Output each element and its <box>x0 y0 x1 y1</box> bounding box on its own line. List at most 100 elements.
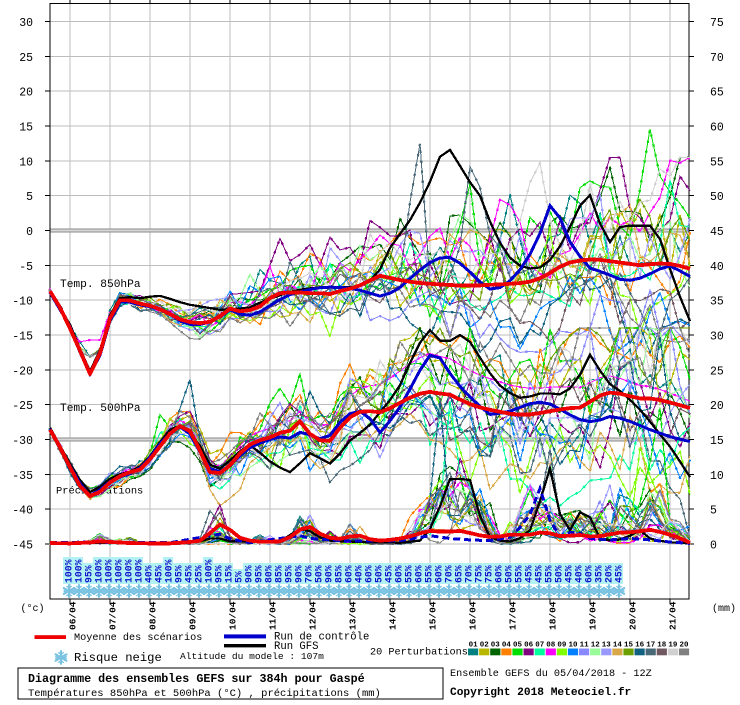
svg-text:40: 40 <box>710 261 724 274</box>
svg-text:-30: -30 <box>12 435 33 448</box>
svg-text:-25: -25 <box>12 400 33 413</box>
svg-text:-45: -45 <box>12 539 33 552</box>
svg-text:85%: 85% <box>274 565 285 583</box>
svg-text:-5: -5 <box>19 261 33 274</box>
svg-text:Altitude du modele : 107m: Altitude du modele : 107m <box>180 651 324 662</box>
svg-text:03: 03 <box>491 642 501 650</box>
svg-text:35: 35 <box>710 296 724 309</box>
svg-text:50%: 50% <box>504 565 515 583</box>
svg-text:14/04: 14/04 <box>388 601 399 630</box>
svg-text:(°c): (°c) <box>21 603 45 615</box>
svg-text:Temp. 850hPa: Temp. 850hPa <box>60 279 141 291</box>
svg-text:15/04: 15/04 <box>428 601 439 630</box>
svg-text:20%: 20% <box>604 565 615 583</box>
svg-text:30: 30 <box>19 17 33 30</box>
svg-text:75%: 75% <box>474 565 485 583</box>
svg-text:-35: -35 <box>12 470 33 483</box>
svg-text:95%: 95% <box>254 565 265 583</box>
svg-text:40%: 40% <box>574 565 585 583</box>
svg-text:95%: 95% <box>84 565 95 583</box>
svg-text:16/04: 16/04 <box>468 601 479 630</box>
svg-text:02: 02 <box>480 642 490 650</box>
svg-text:06: 06 <box>524 642 534 650</box>
svg-text:20: 20 <box>19 87 33 100</box>
svg-text:95%: 95% <box>284 565 295 583</box>
svg-text:-10: -10 <box>12 296 33 309</box>
svg-text:15: 15 <box>710 435 724 448</box>
svg-text:25: 25 <box>710 365 724 378</box>
svg-text:50%: 50% <box>314 565 325 583</box>
svg-text:20/04: 20/04 <box>628 601 639 630</box>
svg-text:45%: 45% <box>534 565 545 583</box>
svg-text:06/04: 06/04 <box>68 601 79 630</box>
svg-text:07: 07 <box>535 642 544 650</box>
svg-text:70%: 70% <box>444 565 455 583</box>
svg-text:75%: 75% <box>484 565 495 583</box>
svg-text:100%: 100% <box>114 559 125 583</box>
svg-text:5: 5 <box>710 505 717 518</box>
svg-text:Températures 850hPa et 500hPa: Températures 850hPa et 500hPa (°C) , pré… <box>28 688 381 700</box>
svg-text:(mm): (mm) <box>712 603 736 615</box>
svg-text:15%: 15% <box>224 565 235 583</box>
svg-text:25: 25 <box>19 52 33 65</box>
svg-text:21/04: 21/04 <box>668 601 679 630</box>
svg-text:20: 20 <box>679 642 689 650</box>
svg-text:75: 75 <box>710 17 724 30</box>
svg-text:5%: 5% <box>234 571 245 583</box>
svg-text:65%: 65% <box>454 565 465 583</box>
svg-text:55%: 55% <box>424 565 435 583</box>
svg-text:100%: 100% <box>134 559 145 583</box>
svg-text:15: 15 <box>624 642 634 650</box>
svg-text:13: 13 <box>602 642 612 650</box>
svg-text:85%: 85% <box>334 565 345 583</box>
svg-text:Copyright 2018 Meteociel.fr: Copyright 2018 Meteociel.fr <box>450 687 631 699</box>
svg-text:50: 50 <box>710 191 724 204</box>
svg-text:35%: 35% <box>594 565 605 583</box>
svg-text:04: 04 <box>502 642 512 650</box>
svg-text:Run GFS: Run GFS <box>274 641 319 653</box>
svg-text:50%: 50% <box>374 565 385 583</box>
svg-text:45%: 45% <box>384 565 395 583</box>
svg-text:100%: 100% <box>164 559 175 583</box>
svg-text:0: 0 <box>710 539 717 552</box>
svg-text:45%: 45% <box>524 565 535 583</box>
svg-text:70%: 70% <box>304 565 315 583</box>
svg-text:30: 30 <box>710 331 724 344</box>
svg-text:18: 18 <box>657 642 667 650</box>
svg-text:10: 10 <box>568 642 578 650</box>
svg-text:01: 01 <box>469 642 479 650</box>
svg-text:45%: 45% <box>564 565 575 583</box>
svg-text:100%: 100% <box>124 559 135 583</box>
svg-text:13/04: 13/04 <box>348 601 359 630</box>
svg-text:65: 65 <box>710 87 724 100</box>
svg-text:25%: 25% <box>194 565 205 583</box>
svg-text:45%: 45% <box>154 565 165 583</box>
svg-text:11: 11 <box>580 642 590 650</box>
svg-text:10: 10 <box>710 470 724 483</box>
svg-text:70%: 70% <box>464 565 475 583</box>
svg-text:70: 70 <box>710 52 724 65</box>
svg-text:55%: 55% <box>544 565 555 583</box>
svg-text:60%: 60% <box>394 565 405 583</box>
svg-text:19/04: 19/04 <box>588 601 599 630</box>
svg-text:10/04: 10/04 <box>228 601 239 630</box>
svg-text:5: 5 <box>26 191 33 204</box>
svg-text:80%: 80% <box>264 565 275 583</box>
svg-text:50%: 50% <box>554 565 565 583</box>
svg-text:Ensemble GEFS du 05/04/2018 -: Ensemble GEFS du 05/04/2018 - 12Z <box>450 668 652 680</box>
svg-text:Diagramme des ensembles GEFS s: Diagramme des ensembles GEFS sur 384h po… <box>28 672 365 686</box>
svg-text:17: 17 <box>646 642 655 650</box>
svg-text:Moyenne des scénarios: Moyenne des scénarios <box>74 632 202 644</box>
svg-text:18/04: 18/04 <box>548 601 559 630</box>
svg-text:95%: 95% <box>174 565 185 583</box>
svg-text:100%: 100% <box>74 559 85 583</box>
svg-text:100%: 100% <box>104 559 115 583</box>
svg-text:-15: -15 <box>12 331 33 344</box>
svg-text:08: 08 <box>546 642 556 650</box>
svg-text:14: 14 <box>613 642 623 650</box>
svg-text:15: 15 <box>19 122 33 135</box>
svg-text:60%: 60% <box>584 565 595 583</box>
svg-text:-40: -40 <box>12 505 33 518</box>
svg-text:09: 09 <box>557 642 567 650</box>
svg-text:Risque neige: Risque neige <box>74 651 162 665</box>
